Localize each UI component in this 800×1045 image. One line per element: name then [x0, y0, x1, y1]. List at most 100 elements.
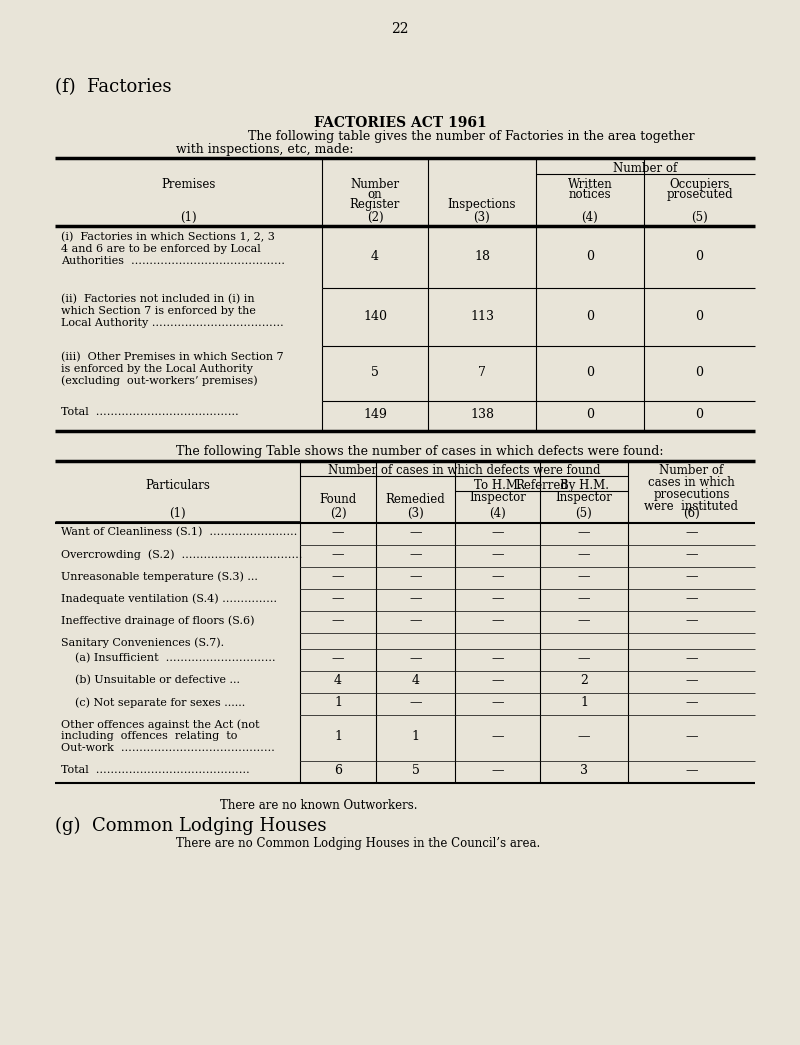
Text: 1: 1 [334, 697, 342, 710]
Text: 5: 5 [411, 765, 419, 777]
Text: —: — [410, 527, 422, 539]
Text: Inspector: Inspector [555, 491, 613, 504]
Text: (1): (1) [180, 211, 197, 224]
Text: Ineffective drainage of floors (S.6): Ineffective drainage of floors (S.6) [61, 616, 254, 626]
Text: 1: 1 [334, 730, 342, 743]
Text: Sanitary Conveniences (S.7).: Sanitary Conveniences (S.7). [61, 637, 224, 648]
Text: —: — [686, 549, 698, 561]
Text: 3: 3 [580, 765, 588, 777]
Text: (1): (1) [169, 507, 186, 520]
Text: (6): (6) [683, 507, 700, 520]
Text: (2): (2) [330, 507, 346, 520]
Text: 0: 0 [586, 250, 594, 262]
Text: —: — [491, 571, 504, 583]
Text: —: — [410, 549, 422, 561]
Text: Overcrowding  (S.2)  ……………………………: Overcrowding (S.2) …………………………… [61, 549, 302, 559]
Text: —: — [686, 674, 698, 688]
Text: —: — [491, 730, 504, 743]
Text: (5): (5) [576, 507, 592, 520]
Text: FACTORIES ACT 1961: FACTORIES ACT 1961 [314, 116, 486, 130]
Text: —: — [491, 614, 504, 627]
Text: Occupiers: Occupiers [670, 178, 730, 191]
Text: 4: 4 [371, 250, 379, 262]
Text: —: — [578, 730, 590, 743]
Text: —: — [332, 614, 344, 627]
Text: —: — [332, 549, 344, 561]
Text: To H.M.: To H.M. [474, 479, 522, 492]
Text: with inspections, etc, made:: with inspections, etc, made: [176, 143, 354, 156]
Text: 1: 1 [580, 697, 588, 710]
Text: Inspector: Inspector [469, 491, 526, 504]
Text: (3): (3) [407, 507, 424, 520]
Text: —: — [578, 527, 590, 539]
Text: (g)  Common Lodging Houses: (g) Common Lodging Houses [55, 817, 326, 835]
Text: Written: Written [568, 178, 612, 191]
Text: notices: notices [569, 188, 611, 201]
Text: 0: 0 [695, 409, 703, 421]
Text: (2): (2) [366, 211, 383, 224]
Text: (a) Insufficient  …………………………: (a) Insufficient ………………………… [61, 653, 276, 664]
Text: The following table gives the number of Factories in the area together: The following table gives the number of … [248, 130, 694, 143]
Text: —: — [491, 593, 504, 605]
Text: —: — [410, 652, 422, 666]
Text: 0: 0 [695, 309, 703, 323]
Text: 6: 6 [334, 765, 342, 777]
Text: Number: Number [350, 178, 399, 191]
Text: 0: 0 [586, 409, 594, 421]
Text: (iii)  Other Premises in which Section 7
is enforced by the Local Authority
(exc: (iii) Other Premises in which Section 7 … [61, 352, 284, 387]
Text: —: — [686, 614, 698, 627]
Text: 2: 2 [580, 674, 588, 688]
Text: Unreasonable temperature (S.3) ...: Unreasonable temperature (S.3) ... [61, 571, 258, 582]
Text: (4): (4) [582, 211, 598, 224]
Text: 0: 0 [586, 366, 594, 379]
Text: —: — [491, 765, 504, 777]
Text: Want of Cleanliness (S.1)  ……………………: Want of Cleanliness (S.1) …………………… [61, 527, 298, 537]
Text: Remedied: Remedied [386, 493, 446, 506]
Text: 4: 4 [334, 674, 342, 688]
Text: on: on [368, 188, 382, 201]
Text: —: — [332, 652, 344, 666]
Text: 149: 149 [363, 409, 387, 421]
Text: —: — [578, 652, 590, 666]
Text: Register: Register [350, 198, 400, 211]
Text: —: — [491, 697, 504, 710]
Text: (i)  Factories in which Sections 1, 2, 3
4 and 6 are to be enforced by Local
Aut: (i) Factories in which Sections 1, 2, 3 … [61, 232, 285, 265]
Text: 0: 0 [586, 309, 594, 323]
Text: Particulars: Particulars [145, 479, 210, 492]
Text: (ii)  Factories not included in (i) in
which Section 7 is enforced by the
Local : (ii) Factories not included in (i) in wh… [61, 294, 284, 327]
Text: —: — [491, 652, 504, 666]
Text: —: — [686, 571, 698, 583]
Text: —: — [410, 571, 422, 583]
Text: By H.M.: By H.M. [559, 479, 609, 492]
Text: —: — [686, 593, 698, 605]
Text: —: — [686, 527, 698, 539]
Text: 7: 7 [478, 366, 486, 379]
Text: (3): (3) [474, 211, 490, 224]
Text: 113: 113 [470, 309, 494, 323]
Text: —: — [578, 614, 590, 627]
Text: —: — [410, 593, 422, 605]
Text: prosecuted: prosecuted [666, 188, 733, 201]
Text: (5): (5) [691, 211, 708, 224]
Text: 18: 18 [474, 250, 490, 262]
Text: Total  …………………………………: Total ………………………………… [61, 407, 238, 417]
Text: —: — [578, 593, 590, 605]
Text: Number of cases in which defects were found: Number of cases in which defects were fo… [328, 464, 600, 477]
Text: 138: 138 [470, 409, 494, 421]
Text: There are no known Outworkers.: There are no known Outworkers. [220, 799, 418, 812]
Text: (b) Unsuitable or defective ...: (b) Unsuitable or defective ... [61, 675, 240, 686]
Text: —: — [410, 697, 422, 710]
Text: cases in which: cases in which [648, 477, 735, 489]
Text: —: — [686, 765, 698, 777]
Text: —: — [578, 571, 590, 583]
Text: 0: 0 [695, 366, 703, 379]
Text: Found: Found [319, 493, 357, 506]
Text: (f)  Factories: (f) Factories [55, 78, 171, 96]
Text: —: — [332, 593, 344, 605]
Text: 0: 0 [695, 250, 703, 262]
Text: 4: 4 [411, 674, 419, 688]
Text: —: — [410, 614, 422, 627]
Text: were  instituted: were instituted [645, 500, 738, 513]
Text: —: — [578, 549, 590, 561]
Text: Total  ……………………………………: Total …………………………………… [61, 765, 250, 775]
